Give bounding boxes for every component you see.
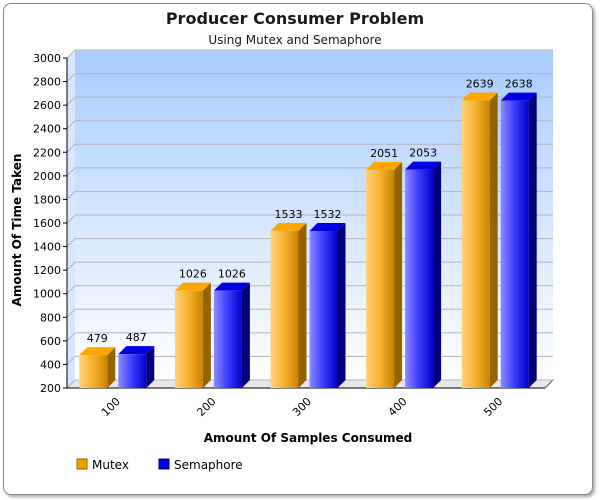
- bar-top-semaphore: [309, 223, 346, 232]
- data-labels: 479 487 1026 1026 1533 1532 2051 2053 2639 2638: [87, 78, 533, 346]
- legend: Mutex Semaphore: [76, 458, 243, 472]
- bar-mutex: [366, 169, 395, 388]
- bar-side-mutex: [489, 92, 498, 389]
- y-tick-label: 3000: [33, 52, 61, 65]
- gridline: [66, 96, 553, 106]
- data-label-semaphore: 487: [126, 331, 147, 344]
- data-label-mutex: 2639: [466, 78, 494, 91]
- bar-semaphore: [309, 231, 338, 388]
- y-tick-label: 1600: [33, 217, 61, 230]
- x-tick-label: 100: [99, 395, 123, 419]
- chart-subtitle: Using Mutex and Semaphore: [208, 33, 381, 47]
- data-label-mutex: 1026: [179, 268, 207, 281]
- gridline: [66, 120, 553, 130]
- chart-title: Producer Consumer Problem: [166, 9, 424, 28]
- bar-side-mutex: [298, 222, 307, 388]
- bar-mutex: [79, 355, 108, 388]
- bar-semaphore: [213, 290, 242, 388]
- bar-top-mutex: [174, 282, 211, 291]
- gridline: [66, 73, 553, 82]
- y-tick-label: 2000: [33, 170, 61, 183]
- data-label-semaphore: 1532: [314, 208, 342, 221]
- gridline: [66, 49, 553, 59]
- bar-side-semaphore: [146, 346, 155, 388]
- legend-label-mutex: Mutex: [92, 458, 129, 472]
- bar-top-mutex: [270, 222, 307, 231]
- bar-top-semaphore: [500, 92, 537, 101]
- y-tick-label: 1800: [33, 193, 61, 206]
- bar-semaphore: [118, 354, 147, 388]
- bar-mutex: [461, 100, 490, 389]
- x-tick-label: 300: [290, 395, 314, 419]
- bar-top-semaphore: [213, 282, 250, 291]
- bar-semaphore: [405, 169, 434, 388]
- bar-side-mutex: [394, 161, 403, 388]
- data-label-mutex: 2051: [370, 147, 398, 160]
- y-tick-labels: 200 400 600 800 1000 1200 1400 1600 1800 2000 2200…: [33, 52, 61, 395]
- y-tick-label: 1000: [33, 288, 61, 301]
- bar-side-semaphore: [241, 282, 250, 388]
- x-tick-label: 500: [481, 395, 505, 419]
- data-label-semaphore: 2638: [505, 78, 533, 91]
- x-tick-labels: 100 200 300 400 500: [99, 395, 505, 419]
- y-tick-label: 400: [40, 358, 61, 371]
- legend-label-semaphore: Semaphore: [174, 458, 243, 472]
- y-tick-label: 1400: [33, 241, 61, 254]
- data-label-semaphore: 1026: [218, 268, 246, 281]
- bar-side-semaphore: [337, 223, 346, 388]
- bar-top-mutex: [461, 92, 498, 101]
- gridline: [66, 143, 553, 153]
- bar-top-mutex: [79, 347, 116, 356]
- legend-swatch-semaphore: [158, 458, 170, 470]
- legend-swatch-mutex: [76, 458, 88, 470]
- x-tick-label: 200: [194, 395, 218, 419]
- y-tick-label: 2800: [33, 76, 61, 89]
- data-label-mutex: 479: [87, 332, 108, 345]
- data-label-semaphore: 2053: [409, 147, 437, 160]
- y-axis-title: Amount Of Time Taken: [10, 154, 24, 307]
- bar-side-mutex: [202, 282, 211, 388]
- x-tick-label: 400: [386, 395, 410, 419]
- bar-top-semaphore: [405, 161, 442, 170]
- bar-side-semaphore: [528, 92, 537, 389]
- y-tick-label: 1200: [33, 264, 61, 277]
- y-tick-label: 800: [40, 311, 61, 324]
- y-tick-label: 2200: [33, 146, 61, 159]
- y-tick-label: 2600: [33, 99, 61, 112]
- bar-mutex: [270, 230, 299, 388]
- bar-top-semaphore: [118, 346, 155, 355]
- bars: [79, 92, 537, 389]
- bar-side-semaphore: [433, 161, 442, 388]
- bar-top-mutex: [366, 161, 403, 170]
- bar-mutex: [174, 290, 203, 388]
- y-tick-label: 2400: [33, 123, 61, 136]
- data-label-mutex: 1533: [275, 208, 303, 221]
- bar-side-mutex: [107, 347, 116, 388]
- y-tick-label: 600: [40, 335, 61, 348]
- x-axis-title: Amount Of Samples Consumed: [204, 431, 413, 445]
- y-tick-label: 200: [40, 382, 61, 395]
- bar-semaphore: [500, 100, 529, 389]
